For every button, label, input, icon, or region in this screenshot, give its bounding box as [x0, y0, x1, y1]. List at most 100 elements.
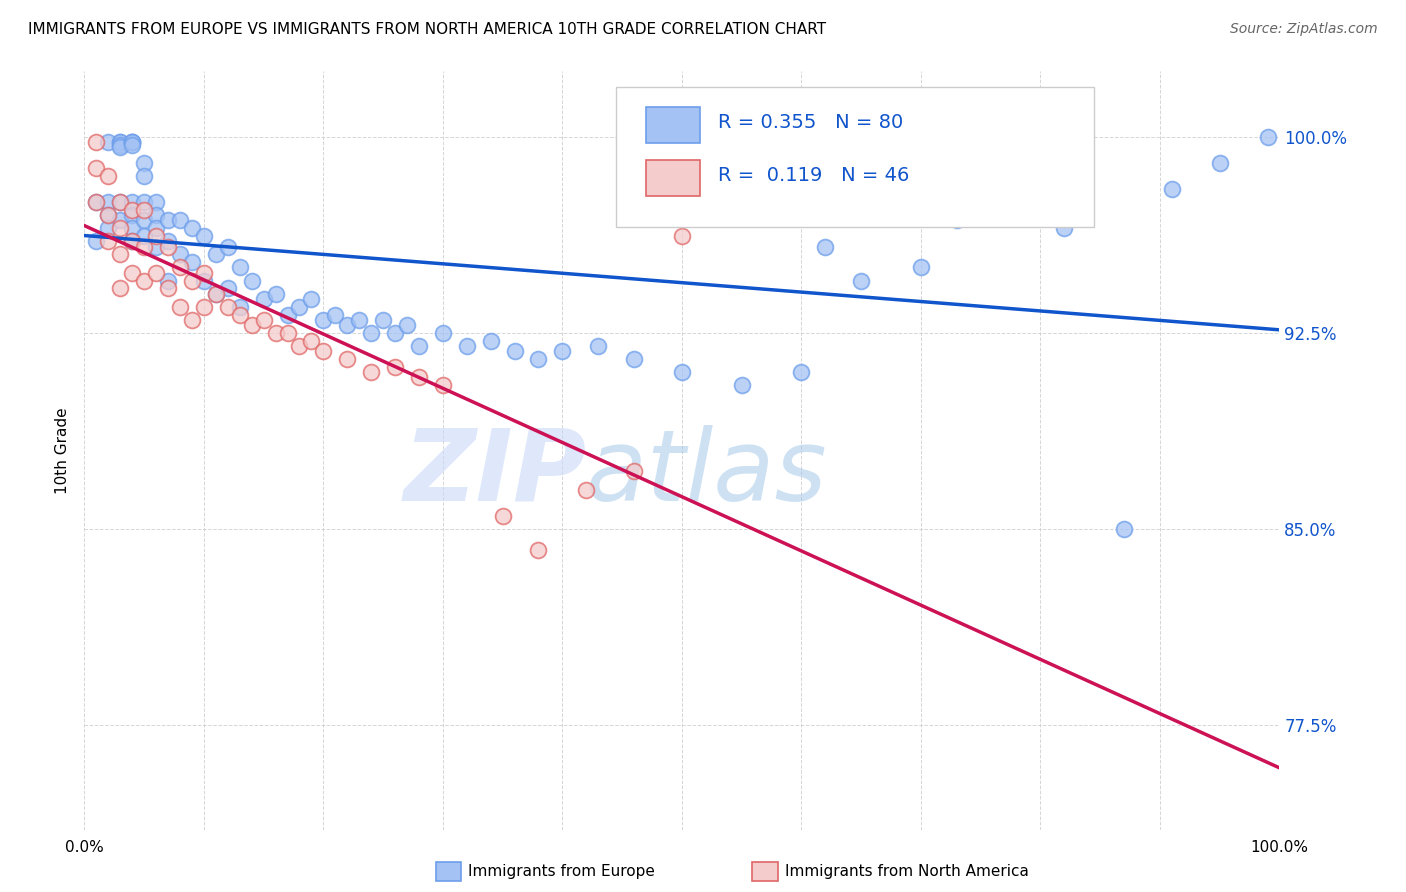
Point — [121, 135, 143, 149]
Point — [301, 292, 323, 306]
Point — [132, 202, 156, 217]
Point — [157, 235, 180, 249]
Point — [86, 195, 108, 210]
Point — [193, 300, 215, 314]
Point — [145, 229, 167, 244]
Text: Immigrants from North America: Immigrants from North America — [785, 864, 1028, 879]
Point — [336, 351, 359, 366]
Point — [1053, 221, 1076, 235]
Point — [851, 273, 873, 287]
Point — [408, 339, 430, 353]
Point — [169, 260, 191, 275]
Point — [110, 195, 132, 210]
Bar — [647, 107, 700, 144]
Point — [527, 351, 550, 366]
Point — [264, 326, 287, 340]
Point — [181, 221, 204, 235]
Point — [1161, 182, 1184, 196]
Point — [288, 300, 311, 314]
Point — [145, 195, 167, 210]
Point — [253, 292, 276, 306]
Y-axis label: 10th Grade: 10th Grade — [55, 407, 70, 494]
Point — [110, 195, 132, 210]
Point — [217, 300, 239, 314]
Point — [384, 326, 406, 340]
Point — [145, 208, 167, 222]
Point — [97, 169, 120, 183]
Point — [86, 195, 108, 210]
Point — [121, 135, 143, 149]
Point — [527, 542, 550, 557]
Text: R = 0.355   N = 80: R = 0.355 N = 80 — [718, 113, 903, 132]
FancyBboxPatch shape — [616, 87, 1094, 227]
Point — [132, 169, 156, 183]
Point — [492, 508, 515, 523]
Point — [132, 239, 156, 253]
Point — [336, 318, 359, 332]
Point — [396, 318, 419, 332]
Point — [132, 273, 156, 287]
Point — [623, 464, 645, 478]
Point — [205, 247, 228, 261]
Point — [456, 339, 478, 353]
Point — [229, 300, 252, 314]
Point — [97, 135, 120, 149]
Point — [229, 308, 252, 322]
Text: 100.0%: 100.0% — [1250, 840, 1309, 855]
Point — [110, 137, 132, 152]
Point — [121, 235, 143, 249]
Point — [121, 221, 143, 235]
Point — [110, 281, 132, 295]
Point — [277, 308, 299, 322]
Point — [121, 208, 143, 222]
Text: R =  0.119   N = 46: R = 0.119 N = 46 — [718, 167, 910, 186]
Point — [181, 273, 204, 287]
Text: Source: ZipAtlas.com: Source: ZipAtlas.com — [1230, 22, 1378, 37]
Point — [312, 344, 335, 359]
Point — [181, 312, 204, 326]
Point — [671, 365, 693, 379]
Text: ZIP: ZIP — [404, 425, 586, 522]
Point — [288, 339, 311, 353]
Point — [360, 365, 382, 379]
Point — [169, 213, 191, 227]
Point — [301, 334, 323, 348]
Point — [623, 351, 645, 366]
Point — [360, 326, 382, 340]
Point — [277, 326, 299, 340]
Point — [790, 365, 813, 379]
Point — [1257, 129, 1279, 144]
Point — [349, 312, 371, 326]
Point — [253, 312, 276, 326]
Point — [121, 137, 143, 152]
Point — [145, 266, 167, 280]
Point — [121, 195, 143, 210]
Point — [1114, 522, 1136, 536]
Point — [1209, 156, 1232, 170]
Point — [169, 300, 191, 314]
Point — [325, 308, 347, 322]
Point — [205, 286, 228, 301]
Point — [97, 208, 120, 222]
Point — [1005, 208, 1028, 222]
Point — [217, 281, 239, 295]
Point — [121, 235, 143, 249]
Point — [121, 266, 143, 280]
Text: 0.0%: 0.0% — [65, 840, 104, 855]
Bar — [647, 160, 700, 196]
Point — [373, 312, 395, 326]
Point — [86, 135, 108, 149]
Point — [588, 339, 610, 353]
Text: Immigrants from Europe: Immigrants from Europe — [468, 864, 655, 879]
Point — [217, 239, 239, 253]
Point — [132, 195, 156, 210]
Point — [193, 229, 215, 244]
Point — [408, 370, 430, 384]
Point — [86, 235, 108, 249]
Point — [132, 229, 156, 244]
Point — [432, 378, 454, 392]
Point — [157, 239, 180, 253]
Point — [193, 266, 215, 280]
Point — [731, 378, 754, 392]
Point — [240, 273, 263, 287]
